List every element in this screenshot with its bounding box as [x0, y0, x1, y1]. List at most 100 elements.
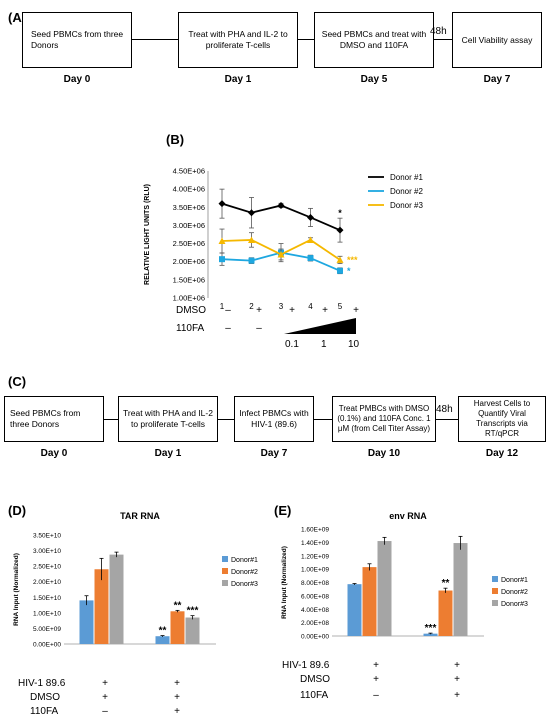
step-a-2-box: Treat with PHA and IL-2 to proliferate T… [178, 12, 298, 68]
legend-label: Donor#2 [231, 569, 258, 576]
significance-marker: ** [174, 600, 182, 611]
data-point [218, 200, 226, 208]
data-point [307, 255, 314, 262]
significance-marker: ** [442, 578, 450, 589]
bar [170, 611, 185, 644]
y-tick-label: 1.50E+10 [33, 595, 61, 602]
bar [423, 633, 438, 636]
y-tick-label: 1.20E+09 [301, 553, 329, 560]
significance-marker: * [338, 208, 342, 218]
fa-row-label-b: 110FA [176, 323, 205, 334]
d-g1-hiv: + [102, 678, 108, 689]
bar [185, 617, 200, 644]
concentration-wedge [284, 318, 356, 334]
legend-label: Donor #3 [390, 201, 423, 210]
data-point [218, 237, 226, 245]
y-tick-label: 2.00E+08 [301, 620, 329, 627]
d-g2-hiv: + [174, 678, 180, 689]
step-a-4-box: Cell Viability assay [452, 12, 542, 68]
hiv-row-label-e: HIV-1 89.6 [282, 660, 330, 671]
dmso-sym-b-3: + [289, 305, 295, 316]
dmso-sym-b-4: + [322, 305, 328, 316]
gap-a-label: 48h [430, 26, 447, 37]
significance-marker: *** [187, 606, 199, 617]
y-tick-label: 2.00E+06 [173, 257, 205, 266]
y-tick-label: 6.00E+08 [301, 593, 329, 600]
data-point [336, 226, 344, 234]
fa-row-label-d: 110FA [30, 706, 59, 717]
data-point [219, 256, 225, 263]
day-a-3: Day 5 [360, 74, 388, 85]
timeline-a-line-1 [132, 39, 178, 40]
dmso-sym-b-1: – [225, 305, 231, 316]
fa-sym-b-1: – [225, 323, 231, 334]
panel-b-label: (B) [166, 132, 185, 147]
data-point [337, 267, 343, 274]
d-g1-dmso: + [102, 692, 108, 703]
legend-swatch [222, 556, 228, 562]
dmso-row-label-e: DMSO [300, 674, 330, 685]
data-point [277, 250, 285, 258]
y-tick-label: 1.00E+10 [33, 610, 61, 617]
day-c-5: Day 12 [485, 448, 519, 459]
y-tick-label: 0.00E+00 [33, 642, 61, 649]
bar [79, 600, 94, 644]
timeline-a-line-3 [434, 39, 452, 40]
y-tick-label: 2.50E+06 [173, 239, 205, 248]
legend-label: Donor#1 [231, 557, 258, 564]
bar [453, 543, 468, 636]
e-g2-fa: + [454, 690, 460, 701]
chart-d-bar: TAR RNA RNA Input (Normalized) 0.00E+00 5.0… [13, 511, 258, 649]
fa-row-label-e: 110FA [300, 690, 329, 701]
y-axis-label: RELATIVE LIGHT UNITS (RLU) [144, 184, 151, 285]
y-tick-label: 1.50E+06 [173, 275, 205, 284]
y-tick-label: 2.50E+10 [33, 564, 61, 571]
y-tick-label: 1.40E+09 [301, 540, 329, 547]
step-a-1-box: Seed PBMCs from three Donors [22, 12, 132, 68]
y-tick-label: 3.00E+10 [33, 548, 61, 555]
y-axis-label: RNA Input (Normalized) [281, 546, 288, 619]
x-tick-label: 4 [308, 302, 313, 311]
y-tick-label: 4.50E+06 [173, 167, 205, 176]
bar [438, 590, 453, 636]
y-tick-label: 1.00E+06 [173, 294, 205, 303]
data-point [307, 213, 314, 221]
dmso-sym-b-2: + [256, 305, 262, 316]
y-tick-label: 8.00E+08 [301, 580, 329, 587]
dmso-sym-b-5: + [353, 305, 359, 316]
d-g1-fa: – [102, 706, 108, 717]
legend-swatch [222, 580, 228, 586]
e-g1-fa: – [373, 690, 379, 701]
gap-c-label: 48h [436, 404, 453, 415]
step-c-1-box: Seed PBMCs from three Donors [4, 396, 104, 442]
d-g2-fa: + [174, 706, 180, 717]
significance-marker: *** [347, 255, 358, 265]
step-c-2-box: Treat with PHA and IL-2 to proliferate T… [118, 396, 218, 442]
data-point [336, 256, 344, 263]
bar [362, 567, 377, 636]
d-g2-dmso: + [174, 692, 180, 703]
legend-label: Donor#2 [501, 589, 528, 596]
significance-marker: *** [425, 623, 437, 634]
timeline-c-line-1 [104, 419, 118, 420]
timeline-c-line-4 [436, 419, 458, 420]
bar [94, 569, 109, 644]
legend-swatch [492, 600, 498, 606]
y-tick-label: 5.00E+09 [33, 626, 61, 633]
legend-swatch [222, 568, 228, 574]
x-tick-label: 5 [338, 302, 343, 311]
step-c-5-box: Harvest Cells to Quantify Viral Transcri… [458, 396, 546, 442]
day-c-1: Day 0 [40, 448, 68, 459]
day-c-4: Day 10 [367, 448, 401, 459]
y-tick-label: 1.60E+09 [301, 527, 329, 534]
day-a-1: Day 0 [63, 74, 91, 85]
legend-label: Donor #1 [390, 173, 423, 182]
chart-title: env RNA [389, 511, 427, 521]
fa-sym-b-2: – [256, 323, 262, 334]
x-tick-label: 3 [279, 302, 284, 311]
chart-e-bar: env RNA RNA Input (Normalized) 0.00E+00 2.0… [281, 511, 528, 641]
panel-e-label: (E) [274, 503, 292, 518]
dmso-row-label-d: DMSO [30, 692, 60, 703]
timeline-c-line-2 [218, 419, 234, 420]
legend-swatch [492, 588, 498, 594]
